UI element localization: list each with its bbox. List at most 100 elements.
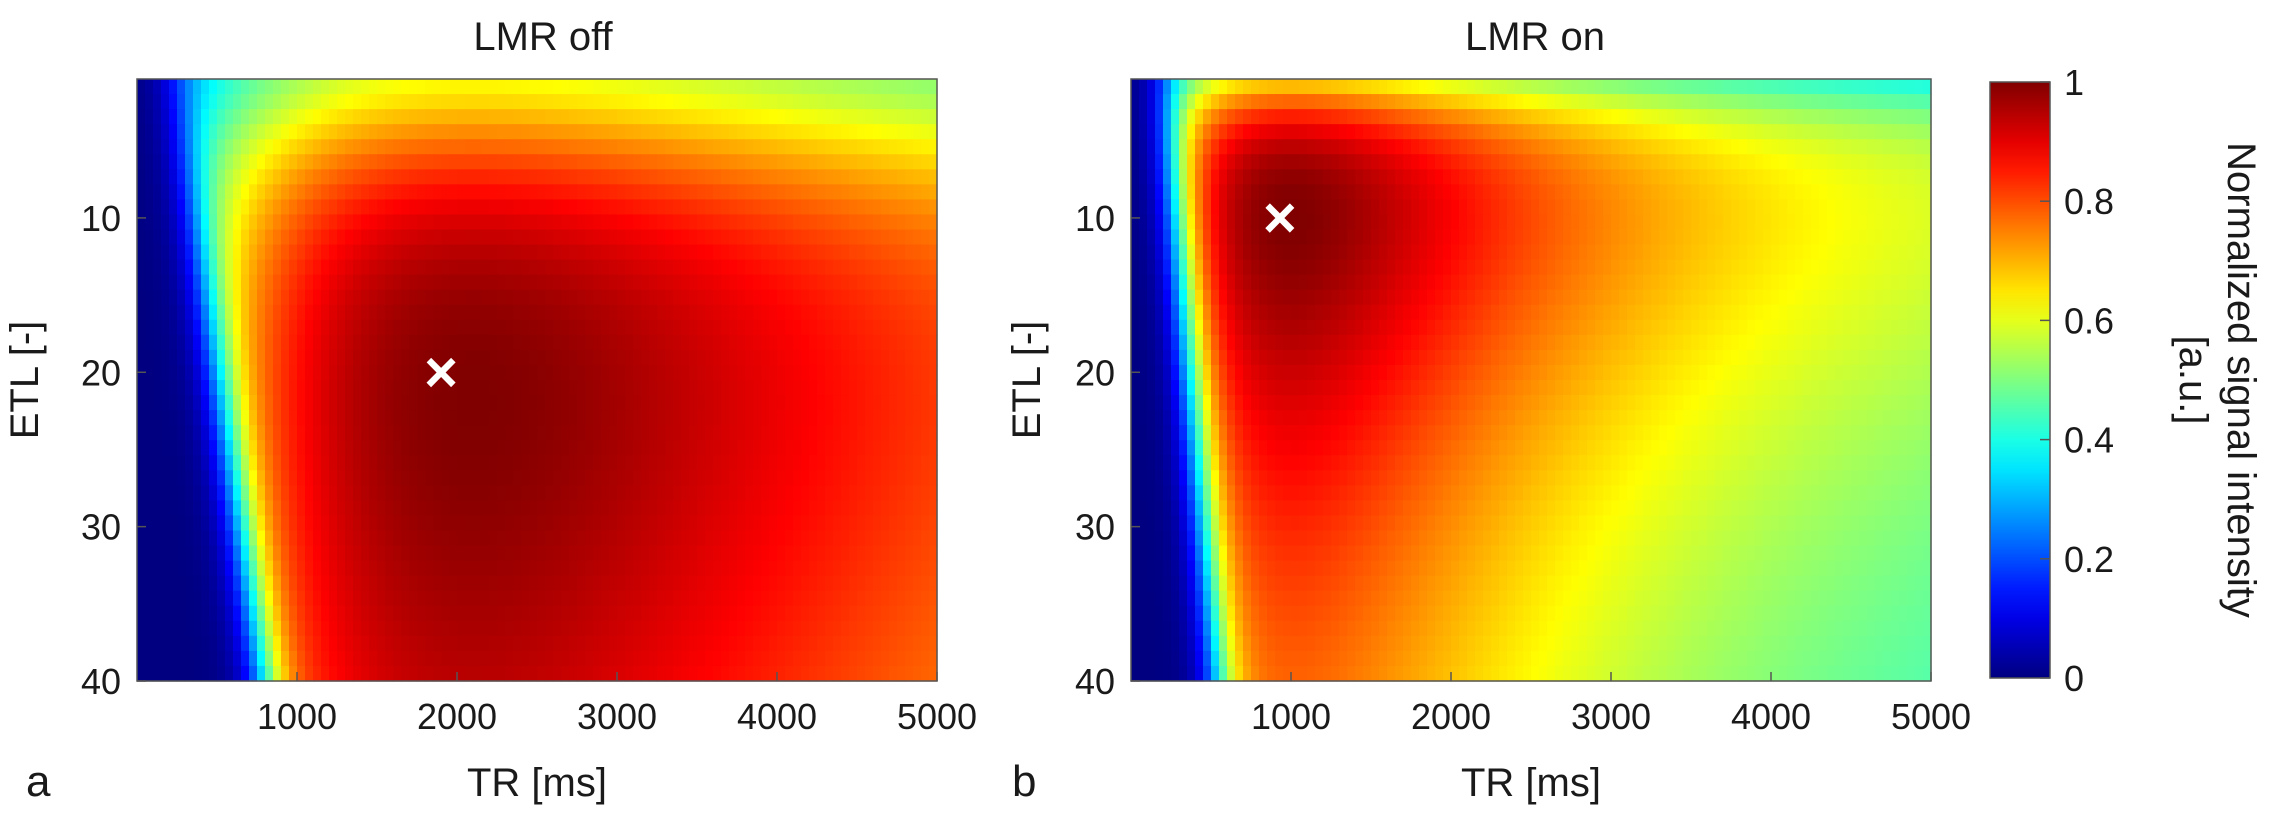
panel-a-heat-cell xyxy=(249,545,258,562)
panel-b-heat-cell xyxy=(1539,154,1548,170)
panel-b-heat-cell xyxy=(1883,199,1892,216)
panel-a-heat-cell xyxy=(673,364,682,381)
panel-a-heat-cell xyxy=(401,410,410,426)
panel-b-heat-cell xyxy=(1307,184,1316,200)
panel-b-heat-cell xyxy=(1419,139,1428,155)
panel-a-heat-cell xyxy=(865,590,874,607)
panel-a-heat-cell xyxy=(369,530,378,547)
panel-a-heat-cell xyxy=(593,214,602,231)
panel-a-heat-cell xyxy=(649,530,658,547)
panel-a-heat-cell xyxy=(577,620,586,637)
panel-a-heat-cell xyxy=(209,214,218,231)
panel-b-heat-cell xyxy=(1635,199,1644,216)
panel-a-heat-cell xyxy=(185,395,194,411)
panel-a-heat-cell xyxy=(849,560,858,577)
panel-b-heat-cell xyxy=(1219,109,1228,125)
panel-a-heat-cell xyxy=(473,410,482,426)
panel-a-heat-cell xyxy=(161,184,170,200)
panel-a-heat-cell xyxy=(201,274,210,291)
panel-b-heat-cell xyxy=(1291,169,1300,185)
panel-b-heat-cell xyxy=(1819,109,1828,125)
panel-a-heat-cell xyxy=(697,395,706,411)
panel-a-heat-cell xyxy=(513,620,522,637)
panel-b-heat-cell xyxy=(1467,169,1476,185)
panel-a-heat-cell xyxy=(305,334,314,351)
panel-b-heat-cell xyxy=(1595,139,1604,155)
panel-b-heat-cell xyxy=(1915,124,1924,140)
panel-b-heat-cell xyxy=(1587,214,1596,231)
panel-a-heat-cell xyxy=(777,515,786,532)
panel-a-heat-cell xyxy=(465,319,474,336)
panel-a-heat-cell xyxy=(209,545,218,562)
panel-a-heat-cell xyxy=(825,440,834,456)
panel-a-heat-cell xyxy=(649,229,658,246)
panel-a-heat-cell xyxy=(185,635,194,652)
panel-b-heat-cell xyxy=(1195,214,1204,231)
panel-a-heat-cell xyxy=(281,605,290,622)
panel-a-heat-cell xyxy=(633,665,642,682)
panel-a-heat-cell xyxy=(169,94,178,110)
panel-a-heat-cell xyxy=(697,199,706,216)
panel-a-heat-cell xyxy=(153,334,162,351)
panel-a-heat-cell xyxy=(281,319,290,336)
panel-a-heat-cell xyxy=(569,169,578,185)
panel-a-heat-cell xyxy=(329,154,338,170)
panel-a-heat-cell xyxy=(649,154,658,170)
panel-a-heat-cell xyxy=(681,380,690,396)
panel-a-heat-cell xyxy=(233,229,242,246)
panel-b-heat-cell xyxy=(1627,124,1636,140)
panel-a-heat-cell xyxy=(585,154,594,170)
panel-a-heat-cell xyxy=(577,605,586,622)
panel-a-heat-cell xyxy=(905,319,914,336)
panel-a-heat-cell xyxy=(825,349,834,366)
panel-a-heat-cell xyxy=(897,244,906,261)
panel-a-heat-cell xyxy=(465,635,474,652)
panel-a-heat-cell xyxy=(449,410,458,426)
panel-a-heat-cell xyxy=(705,94,714,110)
panel-b-heat-cell xyxy=(1219,79,1228,95)
panel-a-heat-cell xyxy=(345,79,354,95)
panel-a-heat-cell xyxy=(617,319,626,336)
panel-a-heat-cell xyxy=(361,154,370,170)
panel-a-heat-cell xyxy=(697,139,706,155)
panel-a-heat-cell xyxy=(329,259,338,276)
panel-b-heat-cell xyxy=(1331,184,1340,200)
panel-a-heat-cell xyxy=(785,650,794,667)
panel-a-heat-cell xyxy=(297,124,306,140)
panel-b-heat-cell xyxy=(1435,184,1444,200)
panel-a-heat-cell xyxy=(841,334,850,351)
panel-a-heat-cell xyxy=(481,79,490,95)
panel-a-heat-cell xyxy=(545,425,554,441)
panel-a-heat-cell xyxy=(865,124,874,140)
panel-a-heat-cell xyxy=(601,530,610,547)
panel-a-heat-cell xyxy=(537,380,546,396)
panel-b-heat-cell xyxy=(1251,124,1260,140)
panel-a-heat-cell xyxy=(705,650,714,667)
panel-a-heat-cell xyxy=(881,470,890,486)
panel-a-heat-cell xyxy=(257,244,266,261)
panel-a-heat-cell xyxy=(321,319,330,336)
panel-a-heat-cell xyxy=(905,139,914,155)
panel-b-heat-cell xyxy=(1251,154,1260,170)
panel-a-heat-cell xyxy=(713,485,722,501)
panel-a-heat-cell xyxy=(233,364,242,381)
panel-a-heat-cell xyxy=(177,575,186,592)
panel-b-heat-cell xyxy=(1547,109,1556,125)
panel-a-heat-cell xyxy=(361,635,370,652)
panel-a-heat-cell xyxy=(673,199,682,216)
panel-a-heat-cell xyxy=(849,620,858,637)
panel-b-heat-cell xyxy=(1243,154,1252,170)
panel-b-heat-cell xyxy=(1243,214,1252,231)
panel-a-heat-cell xyxy=(265,349,274,366)
panel-b-heat-cell xyxy=(1323,124,1332,140)
panel-a-heat-cell xyxy=(681,304,690,321)
panel-a-heat-cell xyxy=(425,455,434,471)
panel-a-heat-cell xyxy=(409,319,418,336)
panel-a-heat-cell xyxy=(929,289,938,306)
panel-a-heat-cell xyxy=(617,169,626,185)
panel-a-heat-cell xyxy=(249,334,258,351)
panel-a-heat-cell xyxy=(825,364,834,381)
panel-a-heat-cell xyxy=(793,515,802,532)
panel-a-heat-cell xyxy=(473,79,482,95)
panel-b-heat-cell xyxy=(1403,109,1412,125)
